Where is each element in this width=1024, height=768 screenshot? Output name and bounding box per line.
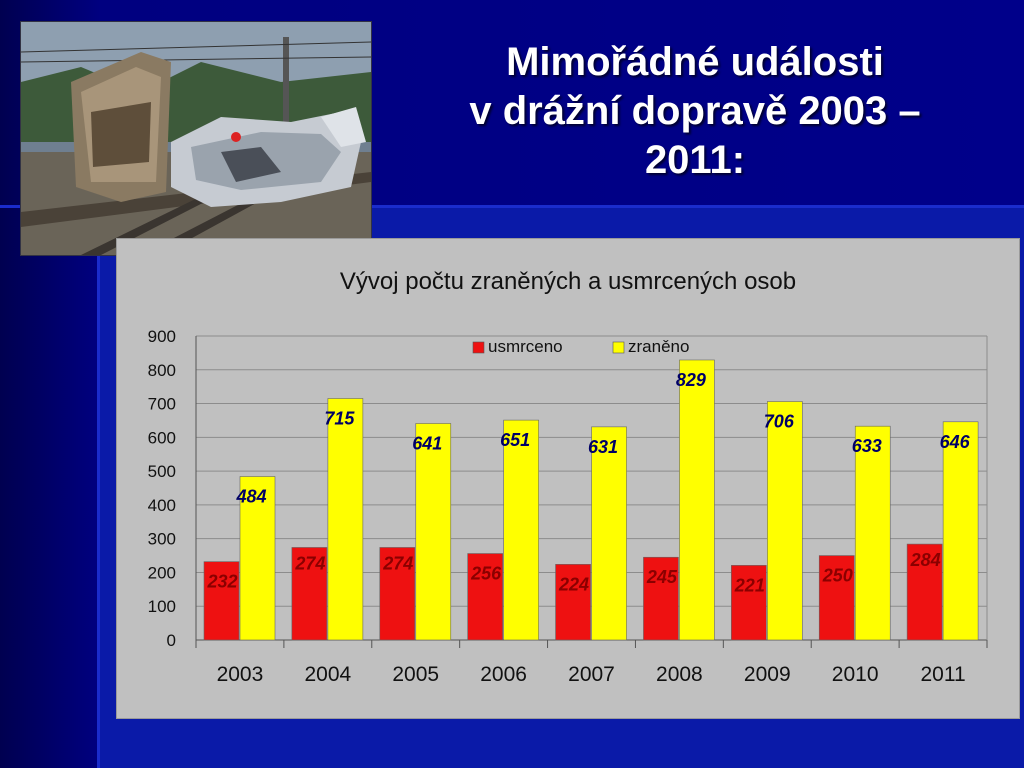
bar-zraneno	[327, 398, 364, 641]
bar-zraneno	[767, 401, 803, 641]
bar-zraneno	[503, 419, 539, 641]
background-band-horizontal	[0, 205, 1024, 208]
accident-photo	[20, 21, 372, 256]
bar-usmrceno	[379, 547, 416, 641]
slide-title-line-3: 2011:	[644, 138, 746, 182]
slide-title: Mimořádné události v drážní dopravě 2003…	[385, 38, 1005, 185]
x-tick-label: 2008	[656, 663, 703, 686]
bar-usmrceno	[818, 555, 855, 641]
legend-label-usmrceno: usmrceno	[488, 337, 563, 356]
y-tick-label: 600	[148, 428, 176, 447]
data-label-zraneno: 641	[412, 433, 442, 453]
x-tick-label: 2005	[392, 663, 439, 686]
accident-photo-image	[21, 22, 371, 255]
data-label-usmrceno: 284	[910, 550, 941, 570]
data-label-usmrceno: 274	[294, 553, 325, 573]
bar-zraneno	[591, 426, 627, 641]
y-tick-label: 200	[148, 563, 176, 582]
bar-usmrceno	[906, 543, 943, 641]
y-tick-label: 800	[148, 361, 176, 380]
data-label-zraneno: 706	[764, 412, 795, 432]
x-tick-label: 2010	[832, 663, 879, 686]
x-tick-label: 2009	[744, 663, 791, 686]
bar-usmrceno	[731, 565, 767, 641]
y-tick-label: 0	[167, 631, 176, 650]
slide-title-line-1: Mimořádné události	[506, 40, 884, 84]
bar-zraneno	[415, 423, 452, 641]
bar-usmrceno	[203, 561, 240, 641]
y-tick-label: 300	[148, 530, 176, 549]
y-tick-label: 900	[148, 327, 176, 346]
y-tick-label: 400	[148, 496, 176, 515]
bar-chart: Vývoj počtu zraněných a usmrcených osob 0…	[148, 268, 988, 686]
bar-zraneno	[854, 425, 891, 641]
data-label-zraneno: 651	[500, 430, 530, 450]
x-tick-label: 2003	[217, 663, 264, 686]
bar-zraneno	[679, 359, 715, 641]
legend-swatch-zraneno	[612, 341, 625, 354]
slide-title-line-2: v drážní dopravě 2003 –	[469, 89, 921, 133]
x-tick-label: 2011	[920, 663, 965, 686]
x-tick-label: 2004	[304, 663, 351, 686]
data-label-usmrceno: 250	[822, 566, 853, 586]
x-tick-label: 2006	[480, 663, 527, 686]
data-label-zraneno: 631	[588, 437, 618, 457]
data-label-usmrceno: 245	[646, 567, 678, 587]
chart-area: Vývoj počtu zraněných a usmrcených osob 0…	[116, 238, 1020, 719]
bar-zraneno	[942, 421, 979, 641]
bar-usmrceno	[467, 553, 503, 641]
data-label-usmrceno: 232	[206, 572, 237, 592]
data-label-zraneno: 715	[324, 408, 355, 428]
data-label-usmrceno: 221	[734, 575, 765, 595]
legend-label-zraneno: zraněno	[628, 337, 689, 356]
x-tick-label: 2007	[568, 663, 615, 686]
data-label-zraneno: 633	[852, 436, 882, 456]
data-label-usmrceno: 256	[470, 564, 502, 584]
data-label-usmrceno: 274	[382, 553, 413, 573]
data-label-zraneno: 484	[235, 487, 266, 507]
y-tick-label: 500	[148, 462, 176, 481]
chart-title: Vývoj počtu zraněných a usmrcených osob	[340, 268, 796, 295]
bar-usmrceno	[291, 547, 328, 641]
y-tick-label: 700	[148, 395, 176, 414]
data-label-zraneno: 646	[940, 432, 971, 452]
data-label-zraneno: 829	[676, 370, 706, 390]
bar-zraneno	[239, 476, 276, 641]
data-label-usmrceno: 224	[558, 574, 589, 594]
y-tick-label: 100	[148, 597, 176, 616]
background-band-vertical	[97, 205, 100, 768]
legend-swatch-usmrceno	[472, 341, 485, 354]
bar-usmrceno	[555, 564, 591, 641]
bar-usmrceno	[643, 556, 679, 641]
